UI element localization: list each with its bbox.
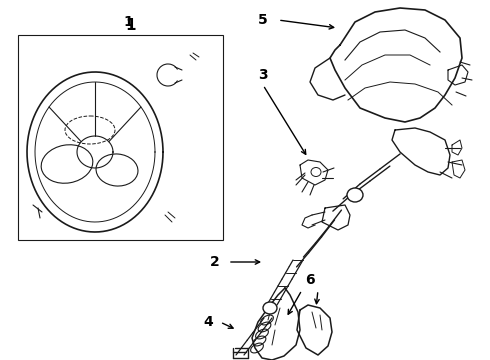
Text: 4: 4 (203, 315, 213, 329)
Polygon shape (310, 58, 345, 100)
Text: 1: 1 (125, 18, 136, 32)
Polygon shape (300, 160, 328, 185)
Polygon shape (252, 288, 300, 360)
Polygon shape (452, 140, 462, 155)
Ellipse shape (263, 302, 277, 314)
Polygon shape (452, 160, 465, 178)
Polygon shape (330, 8, 462, 122)
Polygon shape (392, 128, 450, 175)
Text: 6: 6 (305, 273, 315, 287)
Text: 2: 2 (210, 255, 220, 269)
Bar (18, 35, 223, 240)
Polygon shape (322, 205, 350, 230)
Text: 3: 3 (258, 68, 268, 82)
Polygon shape (448, 65, 468, 85)
Text: 5: 5 (258, 13, 268, 27)
Ellipse shape (347, 188, 363, 202)
Polygon shape (297, 305, 332, 355)
Text: 1: 1 (123, 15, 133, 29)
